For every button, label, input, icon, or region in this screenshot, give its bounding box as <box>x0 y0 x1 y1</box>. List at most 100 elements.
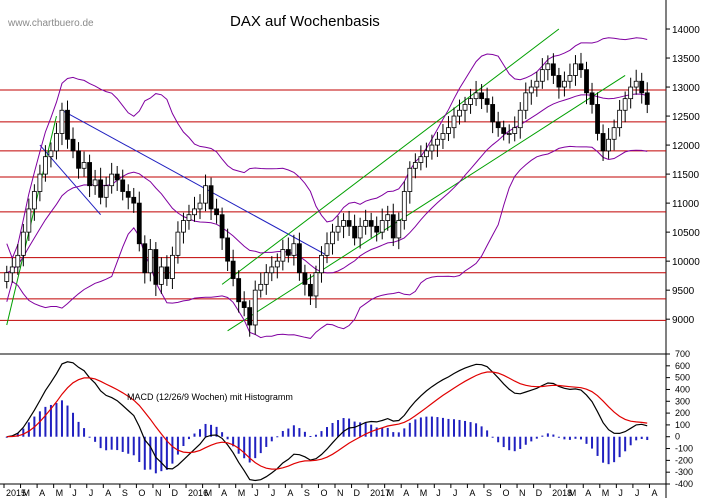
x-tick-label: O <box>320 488 327 498</box>
candle-body <box>600 133 606 152</box>
candle-body <box>230 260 236 279</box>
chart-title: DAX auf Wochenbasis <box>230 13 380 30</box>
x-tick-label: J <box>635 488 640 498</box>
candle-body <box>457 109 462 117</box>
macd-histogram-bar <box>386 427 389 437</box>
macd-histogram-bar <box>303 431 306 437</box>
macd-histogram-bar <box>237 436 240 454</box>
candle-body <box>435 138 440 146</box>
macd-histogram-bar <box>38 411 41 437</box>
macd-histogram-bar <box>546 433 549 437</box>
candle-body <box>468 98 473 105</box>
macd-histogram-bar <box>199 429 202 437</box>
macd-histogram-bar <box>397 432 400 437</box>
macd-histogram-bar <box>314 434 317 437</box>
macd-histogram-bar <box>579 436 582 440</box>
candle-body <box>9 266 15 274</box>
x-tick-label: D <box>354 488 361 498</box>
candle-body <box>114 173 120 181</box>
candle-body <box>186 214 192 221</box>
macd-histogram-bar <box>331 422 334 437</box>
macd-histogram-bar <box>513 436 516 452</box>
candle-body <box>539 69 545 82</box>
macd-histogram-bar <box>83 428 86 437</box>
macd-histogram-bar <box>491 436 494 438</box>
candle-body <box>225 237 231 262</box>
candle-body <box>136 202 142 245</box>
macd-histogram-bar <box>226 436 229 440</box>
candle-body <box>92 179 98 187</box>
macd-histogram-bar <box>248 436 251 463</box>
candle-body <box>258 283 264 291</box>
watermark: www.chartbuero.de <box>7 18 94 29</box>
candle-body <box>589 92 595 105</box>
candle-body <box>65 109 70 140</box>
macd-histogram-bar <box>27 422 30 437</box>
candle-body <box>374 225 380 233</box>
macd-histogram-bar <box>72 412 75 437</box>
candle-body <box>54 133 59 152</box>
x-tick-label: A <box>221 488 227 498</box>
macd-tick-label: 400 <box>675 384 690 394</box>
candle-body <box>291 243 297 256</box>
macd-histogram-bar <box>99 436 102 449</box>
candle-body <box>98 179 104 198</box>
candle-body <box>595 104 600 134</box>
candle-body <box>578 63 584 71</box>
macd-histogram-bar <box>502 436 505 448</box>
macd-histogram-bar <box>458 419 461 437</box>
macd-histogram-bar <box>607 436 610 465</box>
candle-body <box>197 202 203 210</box>
candle-body <box>285 249 291 256</box>
macd-histogram-bar <box>497 436 500 443</box>
macd-histogram-bar <box>77 421 80 437</box>
x-tick-label: J <box>89 488 94 498</box>
macd-histogram-bar <box>475 423 478 437</box>
price-tick-label: 14000 <box>672 25 700 36</box>
candle-body <box>26 208 32 233</box>
macd-histogram-bar <box>480 426 483 437</box>
x-tick-label: J <box>254 488 259 498</box>
macd-histogram-bar <box>320 431 323 437</box>
price-tick-label: 12500 <box>672 112 700 123</box>
macd-histogram-bar <box>110 436 113 450</box>
candle-body <box>131 196 137 204</box>
candle-body <box>70 138 76 152</box>
macd-histogram-bar <box>232 436 235 447</box>
x-tick-label: M <box>238 488 246 498</box>
candle-body <box>308 283 313 297</box>
uptrend-line-2015 <box>6 115 57 326</box>
macd-tick-label: 200 <box>675 408 690 418</box>
x-tick-label: D <box>172 488 179 498</box>
macd-histogram-bar <box>353 421 356 437</box>
candle-body <box>429 144 435 152</box>
candle-body <box>545 63 551 71</box>
candle-body <box>103 185 109 198</box>
macd-histogram-bar <box>392 432 395 437</box>
macd-tick-label: 100 <box>675 420 690 430</box>
macd-histogram-bar <box>243 436 246 459</box>
macd-histogram-bar <box>105 436 108 451</box>
bollinger-upper <box>6 37 648 260</box>
candle-body <box>550 63 556 76</box>
candle-body <box>352 225 358 239</box>
macd-histogram-bar <box>381 427 384 437</box>
candle-body <box>120 179 126 192</box>
candle-body <box>20 231 26 256</box>
candle-body <box>247 307 253 326</box>
x-tick-label: N <box>519 488 526 498</box>
candle-body <box>296 243 302 274</box>
macd-histogram-bar <box>524 436 527 445</box>
candle-body <box>473 92 479 100</box>
macd-histogram-bar <box>624 436 627 452</box>
macd-histogram-bar <box>94 436 97 442</box>
x-tick-label: 2016 <box>188 488 208 498</box>
candle-body <box>214 208 219 216</box>
candle-body <box>319 254 324 274</box>
macd-tick-label: 500 <box>675 373 690 383</box>
candle-body <box>633 80 639 88</box>
macd-histogram-bar <box>171 436 174 464</box>
candle-body <box>407 167 413 192</box>
candle-body <box>644 92 650 105</box>
macd-histogram-bar <box>342 418 345 437</box>
